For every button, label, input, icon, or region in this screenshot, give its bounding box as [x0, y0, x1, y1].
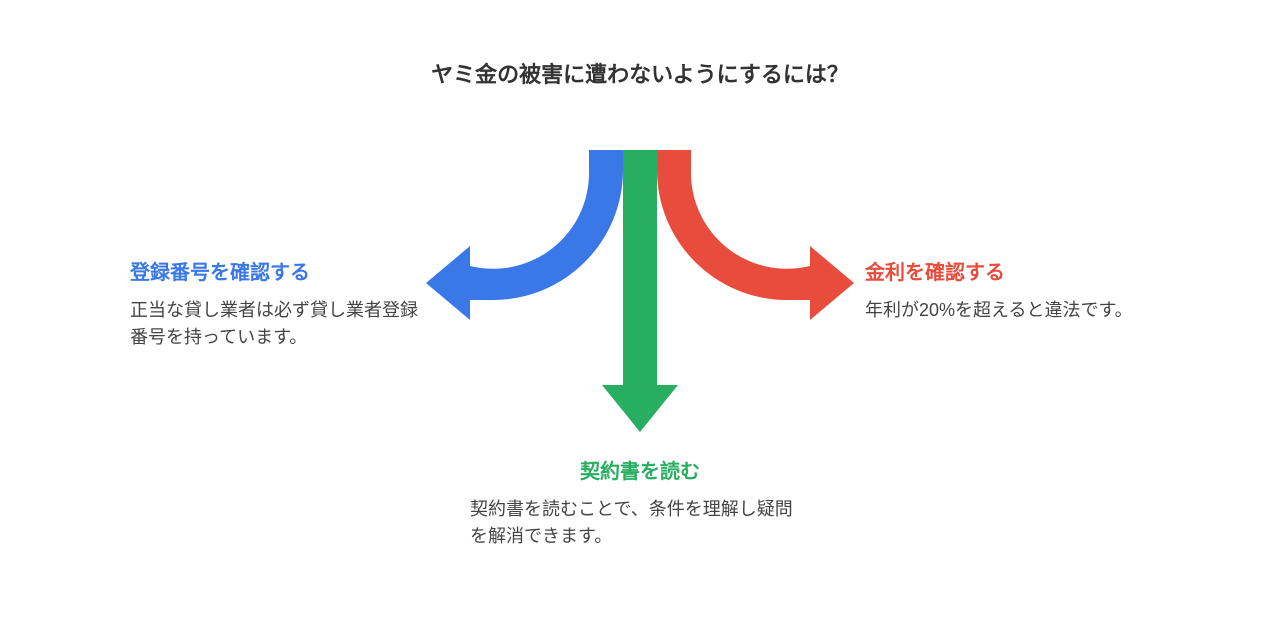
branch-left-body: 正当な貸し業者は必ず貸し業者登録番号を持っています。: [130, 297, 430, 351]
branch-right-heading: 金利を確認する: [865, 256, 1165, 285]
branch-center-heading: 契約書を読む: [470, 455, 810, 484]
branch-center-body: 契約書を読むことで、条件を理解し疑問を解消できます。: [470, 496, 810, 550]
branch-right-body: 年利が20%を超えると違法です。: [865, 297, 1165, 324]
branch-left: 登録番号を確認する 正当な貸し業者は必ず貸し業者登録番号を持っています。: [130, 256, 430, 351]
arrow-right-icon: [657, 150, 854, 320]
branch-center: 契約書を読む 契約書を読むことで、条件を理解し疑問を解消できます。: [470, 455, 810, 550]
branch-right: 金利を確認する 年利が20%を超えると違法です。: [865, 256, 1165, 324]
arrow-left-icon: [426, 150, 623, 320]
branch-left-heading: 登録番号を確認する: [130, 256, 430, 285]
branching-arrows-icon: [410, 150, 870, 450]
diagram-title: ヤミ金の被害に遭わないようにするには？: [430, 60, 850, 91]
diagram-container: ヤミ金の被害に遭わないようにするには？ 登録番号を確認する 正当な貸し業者は必ず…: [0, 0, 1280, 641]
